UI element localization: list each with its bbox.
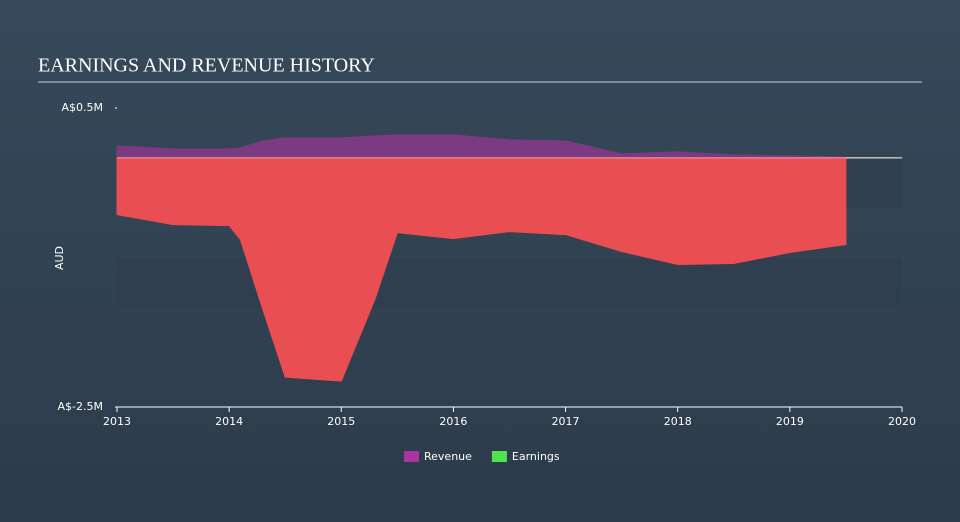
x-tick-label: 2017	[552, 415, 580, 428]
x-tick-label: 2013	[103, 415, 131, 428]
x-tick-label: 2020	[888, 415, 916, 428]
y-tick-label: A$0.5M	[61, 101, 103, 114]
y-tick-label: A$-2.5M	[58, 400, 103, 413]
band	[117, 258, 902, 308]
chart-title: EARNINGS AND REVENUE HISTORY	[38, 55, 375, 77]
legend-swatch	[404, 451, 419, 462]
legend-label: Earnings	[512, 450, 560, 463]
legend-swatch	[491, 451, 507, 462]
legend-label: Revenue	[424, 450, 472, 463]
x-tick-label: 2019	[776, 415, 804, 428]
x-tick-label: 2016	[439, 415, 467, 428]
x-tick-label: 2015	[327, 415, 355, 428]
area	[116, 134, 847, 159]
x-tick-label: 2018	[664, 415, 692, 428]
y-axis-label: AUD	[53, 246, 66, 270]
area	[116, 157, 847, 382]
x-tick-label: 2014	[215, 415, 243, 428]
band	[117, 358, 902, 407]
